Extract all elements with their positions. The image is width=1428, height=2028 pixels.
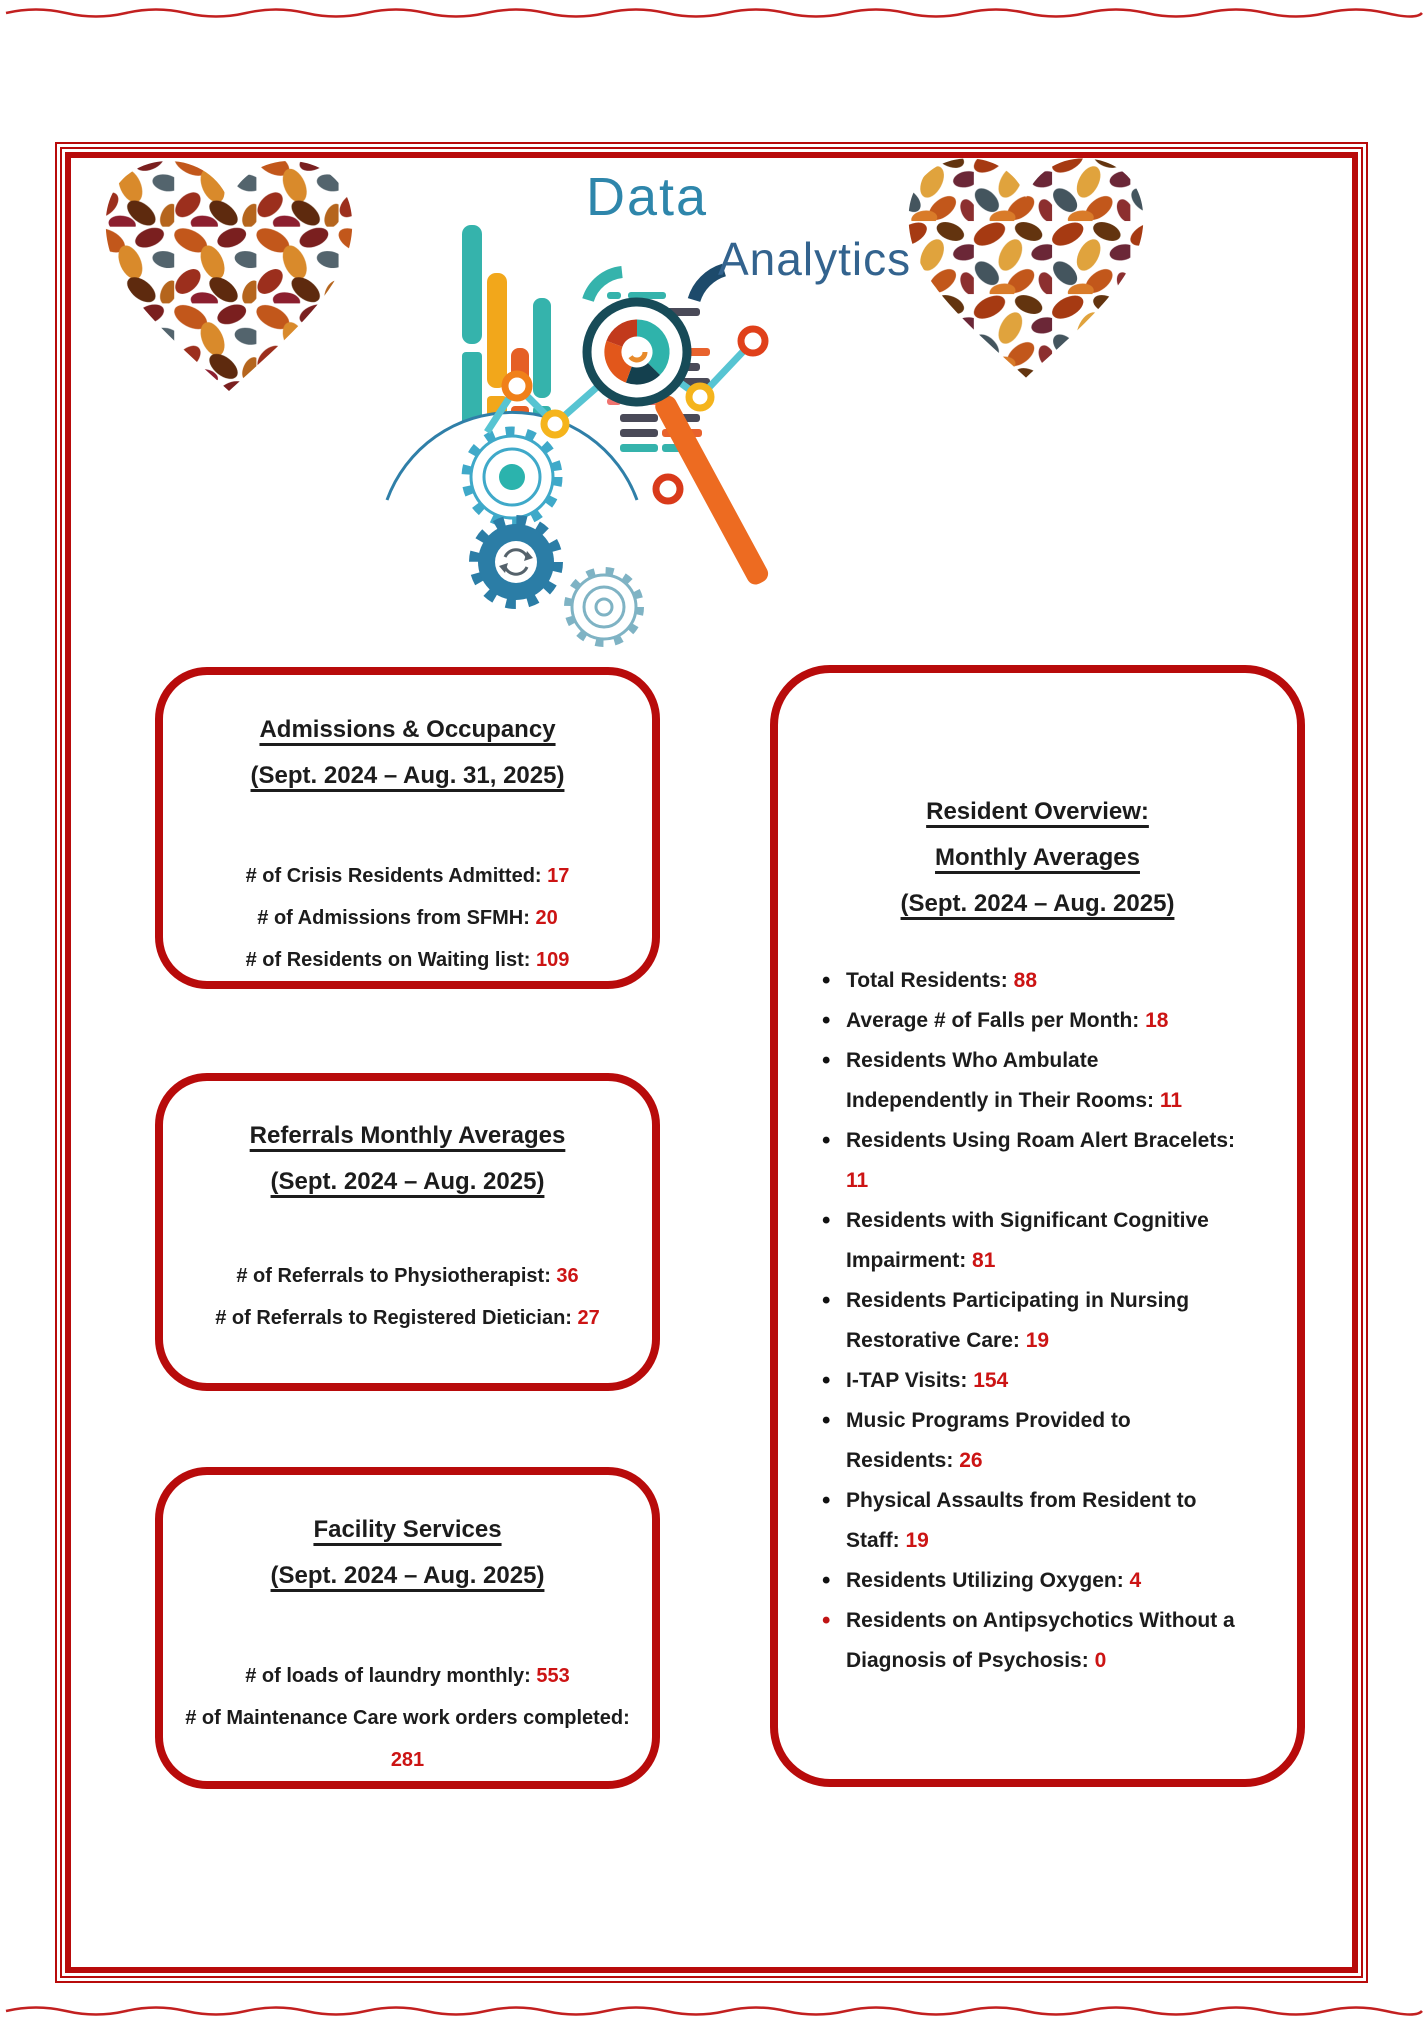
- bullet-dot-icon: •: [822, 967, 831, 994]
- box-title: Resident Overview: Monthly Averages (Sep…: [778, 789, 1297, 927]
- bullet-item: • Residents on Antipsychotics Without a D…: [822, 1601, 1238, 1681]
- box-subtitle-line: (Sept. 2024 – Aug. 2025): [270, 1168, 545, 1195]
- bullet-dot-icon: •: [822, 1407, 831, 1434]
- stat-line: # of Referrals to Registered Dietician: …: [175, 1297, 640, 1339]
- stat-label: # of Maintenance Care work orders comple…: [185, 1707, 630, 1729]
- facility-services-box: Facility Services (Sept. 2024 – Aug. 202…: [155, 1467, 660, 1789]
- bullet-label: Total Residents:: [846, 969, 1014, 992]
- stat-label: # of Residents on Waiting list:: [245, 949, 536, 971]
- bullet-label: I-TAP Visits:: [846, 1369, 974, 1392]
- stat-line: # of Admissions from SFMH: 20: [175, 897, 640, 939]
- bullet-item: • Total Residents: 88: [822, 961, 1238, 1001]
- bullet-label: Residents Utilizing Oxygen:: [846, 1569, 1130, 1592]
- stat-value: 109: [536, 949, 570, 971]
- bullet-item: • Physical Assaults from Resident to Staf…: [822, 1481, 1238, 1561]
- box-title-line: Facility Services: [313, 1516, 502, 1543]
- bullet-label: Average # of Falls per Month:: [846, 1009, 1146, 1032]
- gears-icon: [461, 426, 644, 647]
- box-title-line: Referrals Monthly Averages: [249, 1122, 566, 1149]
- bullet-item: • Residents Utilizing Oxygen: 4: [822, 1561, 1238, 1601]
- bullet-value: 4: [1129, 1569, 1142, 1592]
- bullet-value: 11: [1159, 1089, 1183, 1112]
- stat-value: 281: [390, 1749, 425, 1771]
- stat-line: # of loads of laundry monthly: 553: [175, 1655, 640, 1697]
- bullet-value: 154: [973, 1369, 1009, 1392]
- bullet-item: • Residents Participating in Nursing Rest…: [822, 1281, 1238, 1361]
- box-subtitle-line: (Sept. 2024 – Aug. 31, 2025): [250, 762, 565, 789]
- bullet-dot-icon: •: [822, 1287, 831, 1314]
- bullet-dot-icon: •: [822, 1007, 831, 1034]
- bullet-label: Residents Participating in Nursing Resto…: [846, 1289, 1190, 1352]
- stat-line: # of Maintenance Care work orders comple…: [175, 1697, 640, 1781]
- bullet-dot-icon: •: [822, 1487, 831, 1514]
- right-heart-leaves-image: [888, 148, 1164, 388]
- bullet-value: 18: [1145, 1009, 1169, 1032]
- stats-list: # of loads of laundry monthly: 553 # of M…: [163, 1655, 652, 1781]
- stat-value: 36: [556, 1265, 579, 1287]
- bullet-dot-icon: •: [822, 1367, 831, 1394]
- bullet-dot-icon: •: [822, 1207, 831, 1234]
- box-title: Facility Services (Sept. 2024 – Aug. 202…: [163, 1507, 652, 1599]
- box-title-line: Resident Overview:: [926, 798, 1149, 825]
- data-analytics-graphic: Data Analytics: [330, 140, 1070, 652]
- bullet-item: • Residents Who Ambulate Independently in…: [822, 1041, 1238, 1121]
- stats-list: # of Referrals to Physiotherapist: 36 # o…: [163, 1255, 652, 1339]
- bullet-item: • Average # of Falls per Month: 18: [822, 1001, 1238, 1041]
- bullet-label: Music Programs Provided to Residents:: [846, 1409, 1131, 1472]
- bullet-dot-icon: •: [822, 1567, 831, 1594]
- bullet-value: 88: [1013, 969, 1037, 992]
- bullet-label: Residents Who Ambulate Independently in …: [846, 1049, 1160, 1112]
- stat-label: # of Referrals to Registered Dietician:: [215, 1307, 578, 1329]
- bullet-value: 0: [1094, 1649, 1107, 1672]
- page-frame: [55, 142, 1368, 1983]
- stat-label: # of Crisis Residents Admitted:: [245, 865, 548, 887]
- bullet-label: Physical Assaults from Resident to Staff…: [846, 1489, 1197, 1552]
- stat-line: # of Referrals to Physiotherapist: 36: [175, 1255, 640, 1297]
- box-subtitle-line: (Sept. 2024 – Aug. 2025): [900, 890, 1175, 917]
- resident-overview-bullets: • Total Residents: 88 • Average # of Falls …: [822, 961, 1238, 1681]
- stats-list: # of Crisis Residents Admitted: 17 # of A…: [163, 855, 652, 981]
- admissions-occupancy-box: Admissions & Occupancy (Sept. 2024 – Aug…: [155, 667, 660, 989]
- header-word-data: Data: [586, 167, 709, 227]
- box-title-line: Monthly Averages: [935, 844, 1140, 871]
- bullet-item: • Residents with Significant Cognitive Im…: [822, 1201, 1238, 1281]
- stat-label: # of Admissions from SFMH:: [257, 907, 536, 929]
- bottom-decorative-line: [5, 2006, 1423, 2016]
- left-heart-leaves-image: [78, 150, 380, 402]
- top-decorative-line: [5, 8, 1423, 18]
- bullet-value: 19: [905, 1529, 929, 1552]
- bullet-label: Residents on Antipsychotics Without a Di…: [846, 1609, 1235, 1672]
- bullet-dot-icon: •: [822, 1127, 831, 1154]
- bullet-item: • I-TAP Visits: 154: [822, 1361, 1238, 1401]
- header-word-analytics: Analytics: [718, 233, 912, 285]
- stat-value: 20: [535, 907, 558, 929]
- stat-line: # of Crisis Residents Admitted: 17: [175, 855, 640, 897]
- bullet-item: • Residents Using Roam Alert Bracelets: 1…: [822, 1121, 1238, 1201]
- bullet-value: 11: [846, 1169, 869, 1192]
- stat-line: # of Residents on Waiting list: 109: [175, 939, 640, 981]
- box-title: Admissions & Occupancy (Sept. 2024 – Aug…: [163, 707, 652, 799]
- box-subtitle-line: (Sept. 2024 – Aug. 2025): [270, 1562, 545, 1589]
- bullet-value: 19: [1025, 1329, 1050, 1352]
- bullet-label: Residents with Significant Cognitive Imp…: [846, 1209, 1209, 1272]
- magnifier-donut-chart-icon: [582, 263, 769, 585]
- bullet-dot-icon: •: [822, 1607, 831, 1634]
- stat-value: 27: [577, 1307, 600, 1329]
- bullet-dot-icon: •: [822, 1047, 831, 1074]
- resident-overview-box: Resident Overview: Monthly Averages (Sep…: [770, 665, 1305, 1787]
- stat-value: 553: [536, 1665, 570, 1687]
- bullet-item: • Music Programs Provided to Residents: 2…: [822, 1401, 1238, 1481]
- box-title-line: Admissions & Occupancy: [259, 716, 556, 743]
- bullet-value: 26: [959, 1449, 983, 1472]
- stat-label: # of Referrals to Physiotherapist:: [236, 1265, 557, 1287]
- bullet-value: 81: [972, 1249, 996, 1272]
- stat-label: # of loads of laundry monthly:: [245, 1665, 537, 1687]
- stat-value: 17: [547, 865, 570, 887]
- bullet-label: Residents Using Roam Alert Bracelets:: [846, 1129, 1236, 1152]
- referrals-box: Referrals Monthly Averages (Sept. 2024 –…: [155, 1073, 660, 1391]
- box-title: Referrals Monthly Averages (Sept. 2024 –…: [163, 1113, 652, 1205]
